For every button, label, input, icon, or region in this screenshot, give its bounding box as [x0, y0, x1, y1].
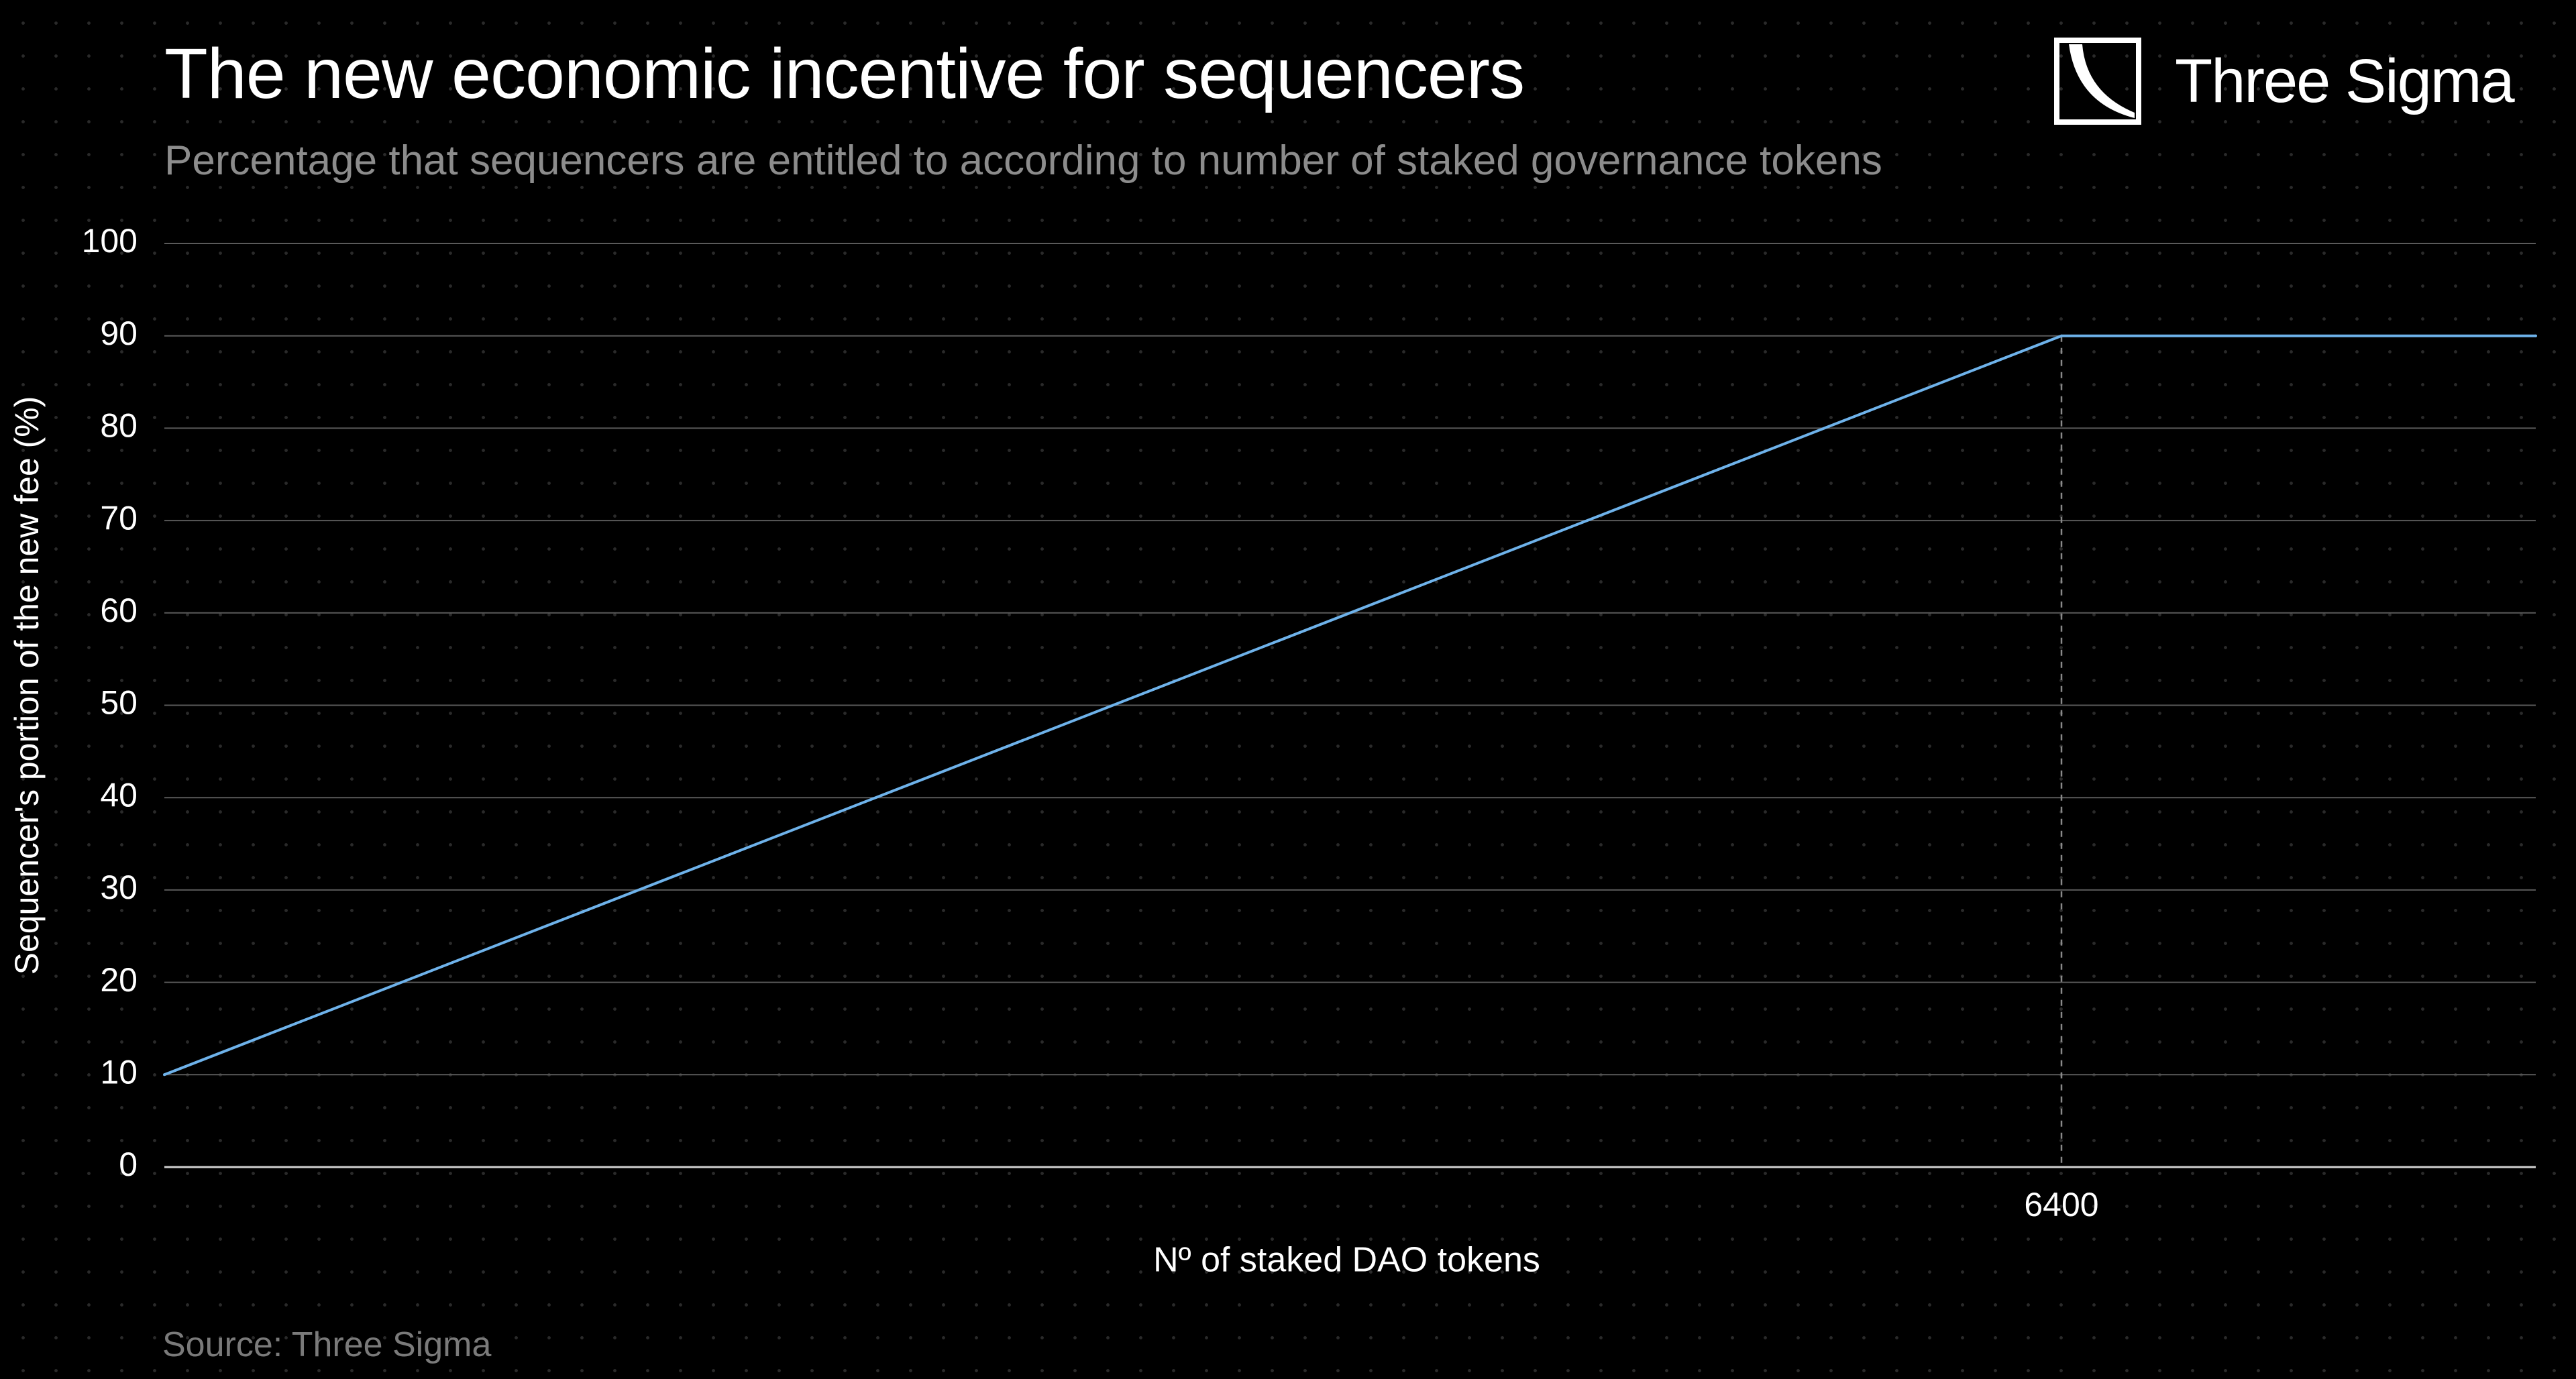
data-point-0-0	[163, 1073, 166, 1077]
chart-title: The new economic incentive for sequencer…	[164, 34, 1525, 113]
y-tick-label-100: 100	[82, 222, 138, 260]
y-tick-label-90: 90	[100, 315, 138, 352]
brand-name: Three Sigma	[2175, 46, 2515, 115]
y-tick-label-50: 50	[100, 684, 138, 722]
y-tick-label-80: 80	[100, 407, 138, 445]
y-tick-label-10: 10	[100, 1054, 138, 1091]
y-tick-label-0: 0	[119, 1146, 138, 1183]
data-point-0-2	[2534, 334, 2537, 337]
brand-logo: Three Sigma	[2054, 38, 2515, 125]
y-tick-label-20: 20	[100, 961, 138, 999]
y-tick-label-60: 60	[100, 592, 138, 629]
source-note: Source: Three Sigma	[162, 1325, 492, 1364]
data-point-0-1	[2060, 334, 2063, 337]
x-tick-label-6400: 6400	[2024, 1186, 2098, 1223]
y-tick-label-40: 40	[100, 776, 138, 814]
y-tick-label-70: 70	[100, 499, 138, 537]
y-axis-label: Sequencer's portion of the new fee (%)	[8, 396, 46, 975]
y-tick-label-30: 30	[100, 869, 138, 906]
chart-subtitle: Percentage that sequencers are entitled …	[164, 137, 1882, 184]
x-axis-label: Nº of staked DAO tokens	[1153, 1241, 1540, 1280]
three-sigma-logo-icon	[2054, 38, 2141, 125]
